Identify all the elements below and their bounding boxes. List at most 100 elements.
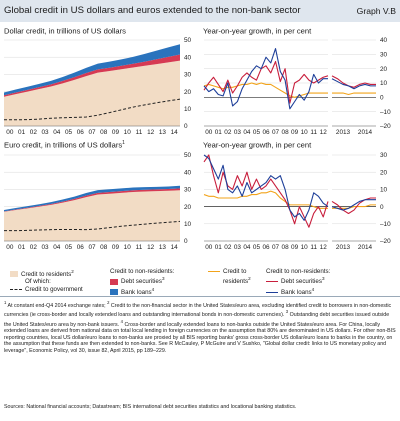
y-tick-label: 0 (184, 123, 188, 130)
legend-sup: 3 (321, 276, 325, 282)
x-tick-label: 02 (224, 244, 232, 251)
x-tick-label: 07 (272, 129, 280, 136)
x-tick-label: 11 (136, 129, 143, 136)
footnote-2: Credit to the non-financial sector in th… (4, 302, 392, 319)
y-tick-label: 30 (184, 187, 192, 194)
x-tick-label: 11 (310, 129, 317, 136)
legend-item-debt-growth: Debt securities3 (266, 275, 330, 285)
y-tick-label: 20 (380, 169, 388, 176)
panel-title-euro-growth: Year-on-year growth, in per cent (203, 140, 311, 150)
y-tick-label: 0 (380, 204, 384, 211)
legend-of-which: Of which: (25, 278, 51, 286)
y-tick-label: 30 (184, 72, 192, 79)
x-tick-label-year: 2014 (358, 129, 373, 136)
footnote-separator (0, 296, 400, 297)
x-tick-label: 11 (136, 244, 143, 251)
x-tick-label: 04 (53, 244, 61, 251)
x-tick-label: 02 (30, 244, 38, 251)
y-tick-label: –20 (380, 123, 391, 130)
graph-id: Graph V.B (356, 6, 396, 16)
chart-euro-levels: 0 10 20 30 40 50 00 01 02 03 04 05 06 07 08 09 10 11 12 13 1… (4, 152, 192, 251)
y-tick-label: 50 (184, 152, 192, 159)
y-tick-label: 20 (184, 89, 192, 96)
legend-item-debt: Debt securities3 (110, 275, 174, 285)
y-tick-label: 30 (380, 152, 388, 159)
y-tick-label: –10 (380, 221, 391, 228)
y-tick-label: –20 (380, 238, 391, 245)
x-tick-label: 04 (243, 244, 251, 251)
panel-title-text: Year-on-year growth, in per cent (203, 26, 312, 36)
x-tick-label: 08 (282, 129, 290, 136)
legend-sup: 4 (311, 286, 315, 292)
graph-title: Global credit in US dollars and euros ex… (4, 5, 301, 16)
x-tick-label-year: 2014 (358, 244, 373, 251)
panel-title-euro-levels: Euro credit, in trillions of US dollars1 (4, 140, 125, 150)
series-line-residents (203, 190, 328, 209)
legend-sup: 3 (161, 276, 165, 282)
y-tick-label: 40 (184, 54, 192, 61)
y-tick-label: 0 (380, 95, 384, 102)
series-line-recent-loans (331, 199, 376, 211)
graph-header: Global credit in US dollars and euros ex… (0, 0, 400, 22)
x-tick-label: 07 (88, 244, 96, 251)
series-line-loans (203, 48, 328, 110)
legend-label: Credit to (223, 268, 247, 275)
x-tick-label: 03 (42, 129, 50, 136)
y-tick-label: 20 (380, 66, 388, 73)
sources: Sources: National financial accounts; Da… (4, 404, 297, 410)
x-tick-label: 08 (100, 244, 108, 251)
x-tick-label: 01 (215, 244, 223, 251)
chart-dollar-levels: 0 10 20 30 40 50 00 01 02 03 04 05 06 07 08 09 10 11 12 13 1… (4, 37, 192, 136)
footnote-text: 1 At constant end-Q4 2014 exchange rates… (4, 300, 396, 354)
x-tick-label: 02 (30, 129, 38, 136)
x-tick-label: 09 (291, 129, 299, 136)
legend-item-loans: Bank loans4 (110, 286, 174, 296)
legend-swatch (10, 271, 18, 278)
x-tick-label: 03 (234, 129, 242, 136)
y-tick-label: –10 (380, 109, 391, 116)
panel-title-text: Euro credit, in trillions of US dollars (4, 140, 123, 150)
legend-swatch (110, 278, 118, 285)
x-tick-label: 13 (159, 129, 167, 136)
panel-title-text: Dollar credit, in trillions of US dollar… (4, 26, 126, 36)
x-tick-label: 01 (18, 129, 26, 136)
x-tick-label: 00 (205, 244, 213, 251)
legend-heading: Credit to non-residents: (266, 268, 331, 275)
y-tick-label: 40 (184, 169, 192, 176)
x-tick-label: 04 (243, 129, 251, 136)
area-debt (4, 54, 180, 97)
y-tick-label: 10 (184, 106, 192, 113)
x-tick-label: 14 (171, 244, 179, 251)
y-tick-label: 30 (380, 52, 388, 59)
legend-swatch (110, 289, 118, 296)
area-residents (4, 190, 180, 241)
x-tick-label: 08 (100, 129, 108, 136)
x-tick-label: 12 (147, 244, 155, 251)
panel-title-text: Year-on-year growth, in per cent (203, 140, 312, 150)
series-line-recent-debt (331, 75, 376, 88)
legend-swatch (266, 281, 278, 283)
series-line-loans (203, 154, 329, 221)
footnote-3: Outstanding debt securities issued outsi… (4, 312, 390, 328)
legend-item-residents-growth: Credit to (208, 268, 251, 275)
legend-left-nonresidents: Credit to non-residents: Debt securities… (110, 268, 174, 296)
legend-left: Credit to residents2 Of which: Credit to… (10, 268, 83, 293)
legend-label: Debt securities (121, 278, 162, 286)
panel-title-sup: 1 (122, 140, 125, 146)
x-tick-label: 00 (205, 129, 213, 136)
legend-label: Credit to government (25, 285, 83, 293)
legend-sup: 2 (248, 276, 251, 282)
x-tick-label: 06 (77, 244, 85, 251)
x-tick-label: 03 (42, 244, 50, 251)
x-tick-label: 10 (301, 244, 309, 251)
footnote-4: Cross-border and locally extended loans … (4, 321, 396, 354)
x-tick-label: 06 (262, 244, 270, 251)
panel-title-dollar-growth: Year-on-year growth, in per cent (203, 26, 311, 36)
x-tick-label: 01 (18, 244, 26, 251)
x-tick-label: 06 (77, 129, 85, 136)
x-tick-label: 00 (6, 129, 14, 136)
legend-label: residents (223, 278, 249, 286)
x-tick-label: 14 (171, 129, 179, 136)
x-tick-label: 11 (310, 244, 317, 251)
